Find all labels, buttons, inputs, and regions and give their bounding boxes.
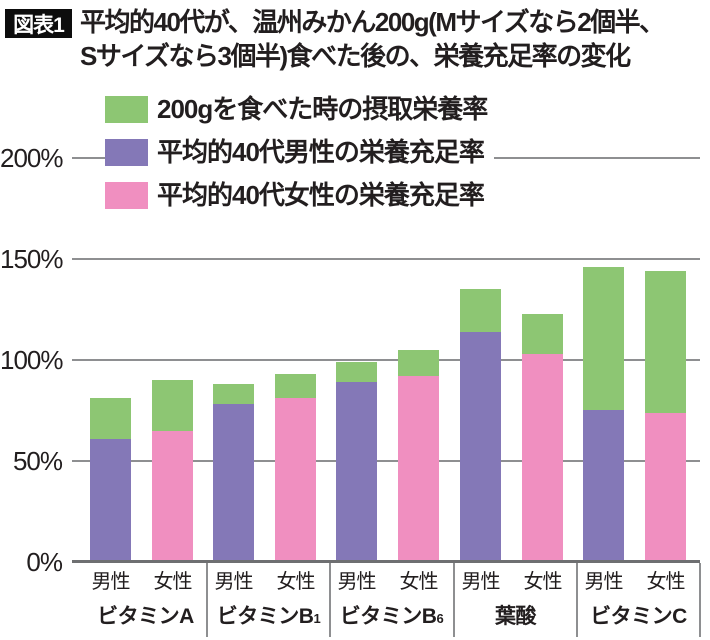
y-tick-label-50: 50%: [12, 446, 63, 476]
legend-label-intake: 200gを食べた時の摂取栄養率: [157, 94, 488, 124]
group-divider: [576, 563, 578, 637]
bar-segment-base-vitamin-c-male: [583, 410, 624, 562]
group-divider: [206, 563, 208, 637]
legend-label-female: 平均的40代女性の栄養充足率: [157, 180, 485, 210]
bar-segment-base-vitamin-b6-male: [336, 382, 377, 562]
sex-label-vitamin-a-male: 男性: [91, 571, 131, 593]
group-divider: [453, 563, 455, 637]
bar-segment-intake-vitamin-a-male: [90, 398, 131, 439]
x-axis-labels: 男性 女性 ビタミンA 男性 女性 ビタミンB1 男性 女性 ビタミンB6 男性 女性 葉酸 男性 女性ビ…: [84, 563, 701, 640]
group-label-text: 葉酸: [495, 605, 537, 628]
bar-segment-base-folate-male: [460, 332, 501, 562]
legend-swatch-green: [105, 96, 148, 123]
y-tick-label-200: 200%: [0, 143, 64, 173]
y-tick-label-150: 150%: [0, 244, 64, 274]
legend-label-male: 平均的40代男性の栄養充足率: [157, 137, 485, 167]
bar-segment-intake-vitamin-b1-female: [275, 374, 316, 398]
group-label-vitamin-a: ビタミンA: [84, 600, 207, 630]
bar-vitamin-b6-female: [398, 350, 439, 562]
bar-segment-intake-vitamin-b6-female: [398, 350, 439, 376]
group-divider: [329, 563, 331, 637]
bar-vitamin-c-female: [645, 271, 686, 562]
bar-folate-male: [460, 289, 501, 562]
figure-title: 平均的40代が、温州みかん200g(Mサイズなら2個半、 Sサイズなら3個半)食…: [80, 5, 665, 73]
bar-segment-base-vitamin-a-female: [152, 431, 193, 562]
sex-label-vitamin-b6-male: 男性: [337, 571, 377, 593]
group-label-vitamin-c: ビタミンC: [577, 600, 700, 630]
legend-item-intake: 200gを食べた時の摂取栄養率: [105, 94, 498, 124]
group-label-text: ビタミンB: [216, 605, 314, 628]
group-label-vitamin-b1: ビタミンB1: [207, 600, 330, 630]
bar-segment-intake-vitamin-b6-male: [336, 362, 377, 382]
bar-segment-intake-vitamin-c-male: [583, 267, 624, 410]
bar-segment-intake-vitamin-c-female: [645, 271, 686, 413]
bar-segment-base-vitamin-b1-female: [275, 398, 316, 562]
bar-folate-female: [522, 314, 563, 562]
bar-segment-base-vitamin-b6-female: [398, 376, 439, 562]
sex-label-vitamin-b1-male: 男性: [214, 571, 254, 593]
group-label-vitamin-b6: ビタミンB6: [330, 600, 453, 630]
bar-vitamin-a-female: [152, 380, 193, 562]
x-axis-line: [72, 560, 700, 563]
y-tick-label-0: 0%: [26, 547, 63, 577]
bar-segment-base-vitamin-a-male: [90, 439, 131, 562]
chart-legend: 200gを食べた時の摂取栄養率 平均的40代男性の栄養充足率 平均的40代女性の…: [105, 94, 498, 225]
legend-swatch-pink: [105, 182, 148, 209]
figure-title-line1: 平均的40代が、温州みかん200g(Mサイズなら2個半、: [80, 7, 665, 37]
bar-segment-base-folate-female: [522, 354, 563, 562]
bar-vitamin-b6-male: [336, 362, 377, 562]
sex-label-folate-male: 男性: [461, 571, 501, 593]
sex-label-vitamin-b1-female: 女性: [276, 571, 316, 593]
bar-segment-intake-vitamin-b1-male: [213, 384, 254, 404]
group-label-subscript: 1: [313, 611, 321, 626]
bar-vitamin-b1-female: [275, 374, 316, 562]
group-label-subscript: 6: [436, 611, 444, 626]
figure-title-line2: Sサイズなら3個半)食べた後の、栄養充足率の変化: [80, 41, 631, 71]
bar-segment-base-vitamin-b1-male: [213, 404, 254, 562]
plot-area: [72, 157, 700, 563]
bar-segment-intake-folate-male: [460, 289, 501, 332]
figure-tag: 図表1: [5, 9, 72, 38]
group-divider: [699, 563, 701, 637]
legend-swatch-purple: [105, 139, 148, 166]
bar-vitamin-b1-male: [213, 384, 254, 562]
group-label-text: ビタミンB: [339, 605, 437, 628]
legend-item-female: 平均的40代女性の栄養充足率: [105, 182, 494, 209]
sex-label-vitamin-b6-female: 女性: [399, 571, 439, 593]
gridline-150: [72, 258, 700, 260]
bar-vitamin-c-male: [583, 267, 624, 562]
y-tick-label-100: 100%: [0, 345, 64, 375]
sex-label-vitamin-c-male: 男性: [584, 571, 624, 593]
group-label-text: ビタミンA: [97, 605, 194, 628]
gridline-50: [72, 460, 700, 462]
group-label-folate: 葉酸: [454, 600, 577, 630]
bar-segment-intake-vitamin-a-female: [152, 380, 193, 431]
gridline-100: [72, 359, 700, 361]
sex-label-vitamin-a-female: 女性: [153, 571, 193, 593]
bar-vitamin-a-male: [90, 398, 131, 562]
sex-label-folate-female: 女性: [523, 571, 563, 593]
bar-segment-base-vitamin-c-female: [645, 413, 686, 562]
bar-segment-intake-folate-female: [522, 314, 563, 354]
group-label-text: ビタミンC: [590, 605, 687, 628]
legend-item-male: 平均的40代男性の栄養充足率: [105, 139, 494, 166]
sex-label-vitamin-c-female: 女性: [646, 571, 686, 593]
